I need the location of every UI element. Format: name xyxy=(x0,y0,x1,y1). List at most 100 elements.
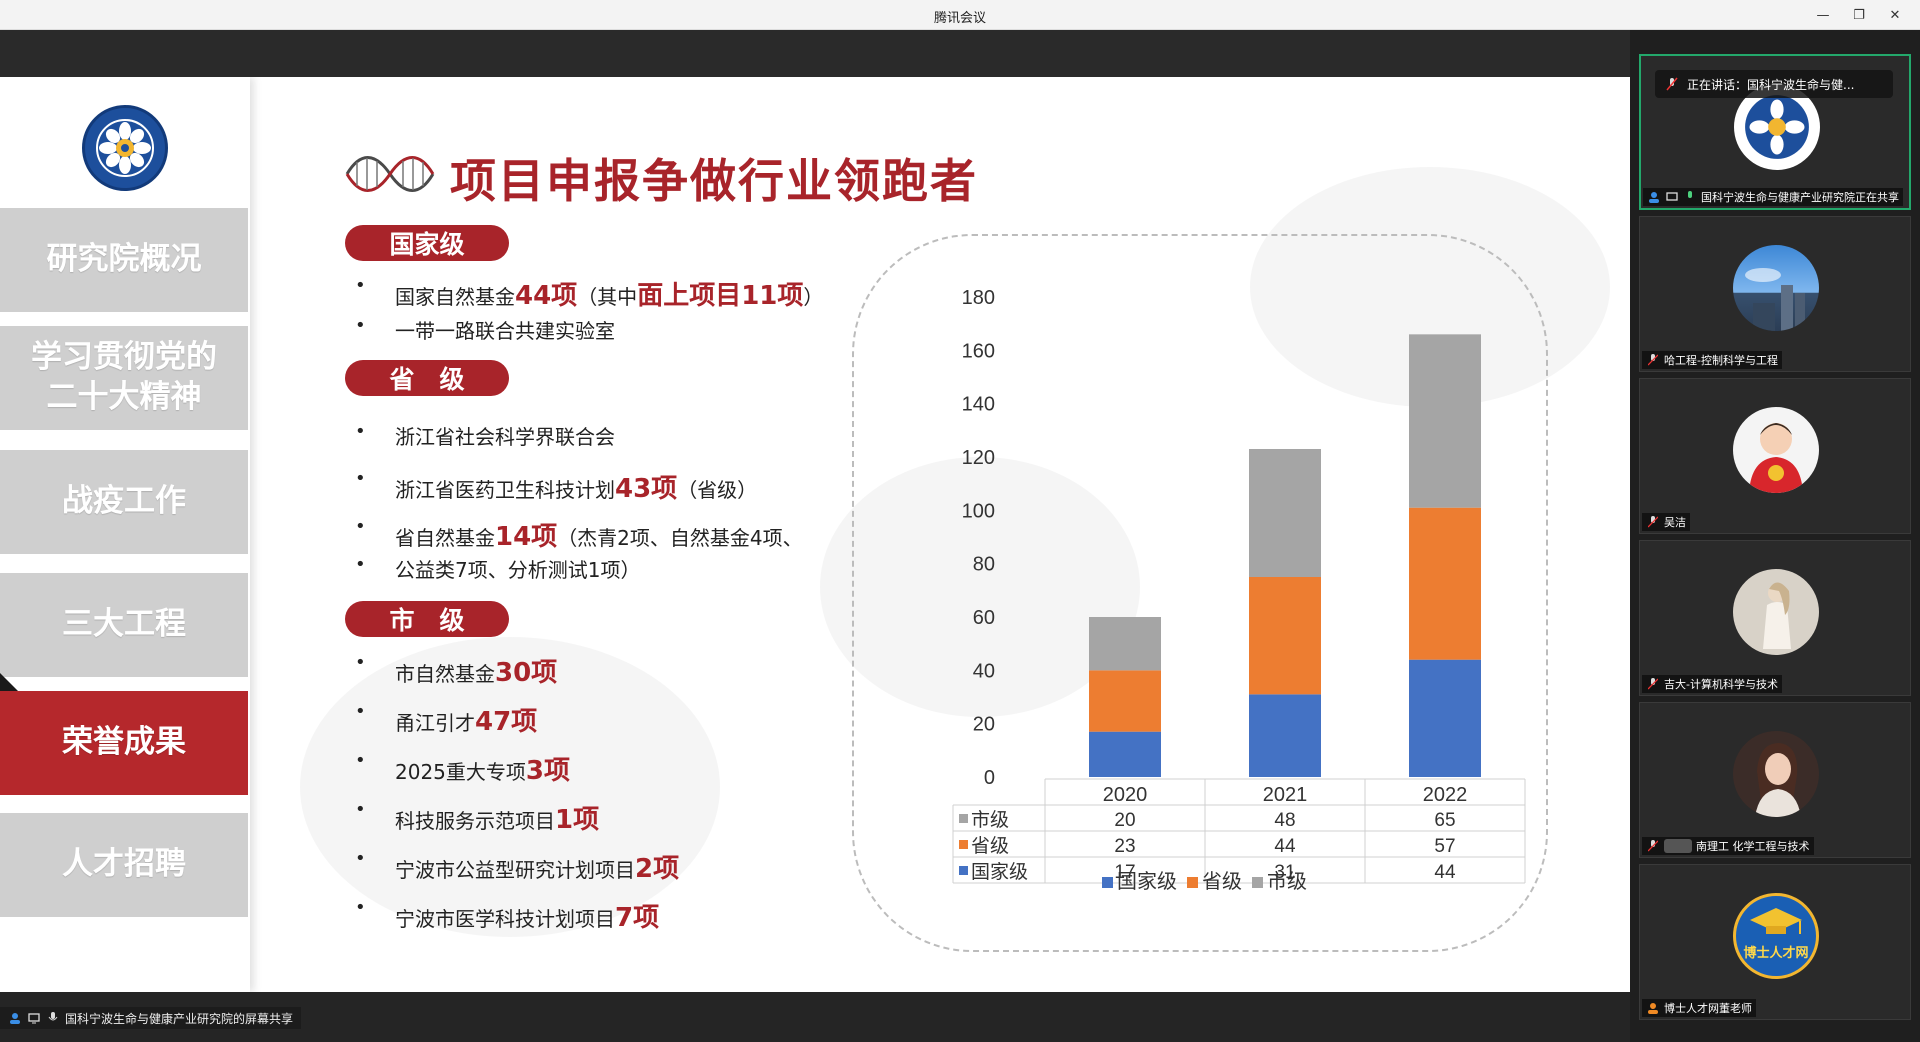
share-top-bar xyxy=(0,30,1630,77)
list-item: 科技服务示范项目1项 xyxy=(355,799,679,848)
window-controls: — ❐ ✕ xyxy=(1808,4,1910,26)
participant-name-bar: 吉大-计算机科学与技术 xyxy=(1642,675,1782,693)
legend-key xyxy=(1252,877,1263,888)
legend-label: 市级 xyxy=(1267,870,1307,893)
menu-item-honors[interactable]: 荣誉成果 xyxy=(0,691,248,795)
legend-key xyxy=(1187,877,1198,888)
avatar xyxy=(1733,569,1819,655)
blurred-name-segment xyxy=(1664,839,1692,853)
x-category-label: 2020 xyxy=(1103,784,1148,806)
mic-muted-icon xyxy=(1646,839,1660,853)
y-tick-label: 120 xyxy=(962,447,995,469)
section-pill-national: 国家级 xyxy=(345,225,509,261)
restore-button[interactable]: ❐ xyxy=(1853,7,1865,23)
y-tick-label: 80 xyxy=(973,554,995,576)
avatar xyxy=(1733,731,1819,817)
screen-share-area: 研究院概况 学习贯彻党的 二十大精神 战疫工作 三大工程 荣誉成果 人才招聘 项… xyxy=(0,30,1630,1042)
participant-panel: 正在讲话：国科宁波生命与健... 国科宁波生命与健康产业研究院正在共享 xyxy=(1630,30,1920,1042)
participant-name: 吴洁 xyxy=(1664,516,1686,529)
table-series-label: 省级 xyxy=(971,835,1009,857)
dna-icon xyxy=(345,156,435,192)
bar-segment-市级 xyxy=(1089,617,1161,671)
table-value: 20 xyxy=(1114,810,1135,831)
section-pill-city: 市 级 xyxy=(345,601,509,637)
national-list: 国家自然基金44项（其中面上项目11项） 一带一路联合共建实验室 xyxy=(355,275,823,355)
mic-icon xyxy=(46,1011,60,1025)
user-icon xyxy=(1646,1001,1660,1015)
list-item: 国家自然基金44项（其中面上项目11项） xyxy=(355,275,823,315)
stacked-bar-chart: 0 20 40 60 80 100 120 140 160 180 2020 2021 2022 市级 20… xyxy=(952,287,1526,893)
legend-label: 省级 xyxy=(1202,870,1242,893)
participant-tile[interactable]: 博士人才网 博士人才网董老师 xyxy=(1639,864,1911,1020)
participant-name-bar: 国科宁波生命与健康产业研究院正在共享 xyxy=(1643,188,1903,206)
minimize-button[interactable]: — xyxy=(1816,7,1830,23)
participant-name-bar: 南理工 化学工程与技术 xyxy=(1642,837,1814,855)
list-item: 一带一路联合共建实验室 xyxy=(355,315,823,355)
share-bottom-bar: 国科宁波生命与健康产业研究院的屏幕共享 xyxy=(0,992,1630,1042)
panel-bottom-edge xyxy=(1630,1026,1920,1042)
logo-emblem-icon xyxy=(96,119,154,177)
speaking-banner: 正在讲话：国科宁波生命与健... xyxy=(1655,70,1893,98)
participant-name: 国科宁波生命与健康产业研究院正在共享 xyxy=(1701,191,1899,204)
avatar xyxy=(1733,245,1819,331)
table-value: 44 xyxy=(1274,836,1296,857)
y-tick-label: 180 xyxy=(962,287,995,309)
table-series-label: 市级 xyxy=(971,809,1009,831)
participant-name: 吉大-计算机科学与技术 xyxy=(1664,678,1778,691)
table-value: 44 xyxy=(1434,862,1456,883)
participant-name: 南理工 化学工程与技术 xyxy=(1696,840,1810,853)
list-item: 宁波市医学科技计划项目7项 xyxy=(355,897,679,946)
chart-frame xyxy=(852,234,1548,952)
participant-tile[interactable]: 吉大-计算机科学与技术 xyxy=(1639,540,1911,696)
list-item: 浙江省社会科学界联合会 xyxy=(355,421,803,468)
y-tick-label: 140 xyxy=(962,394,995,416)
table-value: 31 xyxy=(1274,862,1295,883)
y-tick-label: 160 xyxy=(962,340,995,362)
section-pill-provincial: 省 级 xyxy=(345,360,509,396)
avatar: 博士人才网 xyxy=(1733,893,1819,979)
menu-item-recruitment[interactable]: 人才招聘 xyxy=(0,813,248,917)
bar-segment-省级 xyxy=(1089,670,1161,732)
user-icon xyxy=(8,1011,22,1025)
participant-tile[interactable]: 哈工程-控制科学与工程 xyxy=(1639,216,1911,372)
menu-item-overview[interactable]: 研究院概况 xyxy=(0,208,248,312)
list-item: 浙江省医药卫生科技计划43项（省级） xyxy=(355,468,803,516)
legend-key xyxy=(1102,877,1113,888)
table-series-label: 国家级 xyxy=(971,861,1028,883)
screen-share-icon xyxy=(1665,190,1679,204)
screen-share-icon xyxy=(27,1011,41,1025)
bar-segment-省级 xyxy=(1409,507,1481,660)
y-tick-label: 40 xyxy=(973,660,995,682)
window-title-bar: 腾讯会议 — ❐ ✕ xyxy=(0,0,1920,30)
y-tick-label: 60 xyxy=(973,607,995,629)
figure-photo-icon xyxy=(1763,582,1791,649)
bar-segment-国家级 xyxy=(1249,694,1321,777)
table-value: 57 xyxy=(1434,836,1455,857)
child-photo-icon xyxy=(1749,423,1803,493)
list-item: 省自然基金14项（杰青2项、自然基金4项、 xyxy=(355,516,803,554)
menu-item-study-spirit[interactable]: 学习贯彻党的 二十大精神 xyxy=(0,326,248,430)
y-tick-label: 100 xyxy=(962,500,995,522)
window-title: 腾讯会议 xyxy=(933,11,986,26)
list-item: 2025重大专项3项 xyxy=(355,750,679,799)
user-icon xyxy=(1647,190,1661,204)
participant-name-bar: 博士人才网董老师 xyxy=(1642,999,1756,1017)
background-splash xyxy=(820,457,1140,717)
participant-tile[interactable]: 南理工 化学工程与技术 xyxy=(1639,702,1911,858)
menu-item-three-projects[interactable]: 三大工程 xyxy=(0,573,248,677)
avatar-logo-text: 博士人才网 xyxy=(1743,946,1809,961)
mic-muted-icon xyxy=(1646,677,1660,691)
city-photo-icon xyxy=(1745,268,1805,331)
table-legend-key xyxy=(959,866,968,875)
participant-name: 博士人才网董老师 xyxy=(1664,1002,1752,1015)
close-button[interactable]: ✕ xyxy=(1889,7,1901,23)
participant-tile[interactable]: 正在讲话：国科宁波生命与健... 国科宁波生命与健康产业研究院正在共享 xyxy=(1639,54,1911,210)
graduation-cap-icon xyxy=(1750,908,1802,934)
list-item: 甬江引才47项 xyxy=(355,701,679,750)
table-value: 65 xyxy=(1434,810,1455,831)
participant-tile[interactable]: 吴洁 xyxy=(1639,378,1911,534)
menu-item-epidemic-work[interactable]: 战疫工作 xyxy=(0,450,248,554)
legend-label: 国家级 xyxy=(1117,870,1177,893)
table-value: 23 xyxy=(1114,836,1135,857)
